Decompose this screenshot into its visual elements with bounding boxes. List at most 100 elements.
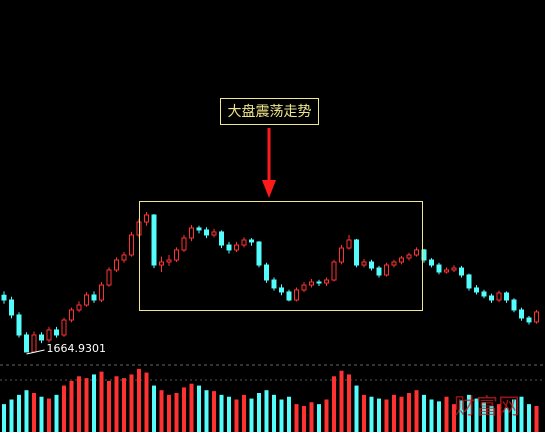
candle-body — [76, 304, 82, 311]
volume-bar — [482, 402, 486, 432]
volume-bar — [332, 376, 336, 432]
volume-bar — [212, 391, 216, 432]
candle-body — [444, 269, 449, 273]
candle-body — [24, 334, 29, 353]
candle-body — [466, 274, 472, 289]
candle-body — [129, 234, 134, 256]
volume-bar — [84, 378, 89, 432]
volume-bar — [17, 394, 21, 432]
volume-bar — [219, 394, 224, 432]
candle-body — [354, 239, 359, 266]
volume-bar — [377, 398, 381, 432]
candle-body — [331, 261, 337, 281]
candle-body — [196, 227, 202, 231]
candle-body — [391, 261, 397, 266]
volume-bar — [414, 390, 419, 432]
candle-body — [264, 264, 269, 281]
candle-body — [159, 261, 164, 266]
candle-body — [534, 311, 539, 323]
candle-body — [346, 239, 352, 249]
volume-bar — [489, 406, 494, 432]
volume-bar — [474, 398, 479, 432]
annotation-box — [220, 98, 319, 125]
volume-bar — [257, 393, 261, 432]
candle-body — [451, 267, 457, 271]
volume-bar — [32, 393, 36, 432]
candle-body — [189, 227, 194, 239]
candle-body — [361, 261, 367, 266]
candle-body — [121, 254, 127, 261]
arrow-head — [262, 180, 276, 198]
candle-body — [526, 317, 532, 323]
volume-bar — [294, 404, 299, 432]
volume-bar — [399, 396, 404, 432]
volume-bar — [459, 400, 464, 432]
candle-body — [9, 299, 14, 316]
candle-body — [61, 319, 67, 336]
candle-body — [376, 267, 382, 276]
volume-bar — [189, 383, 194, 432]
candle-body — [181, 237, 187, 251]
candle-body — [69, 309, 74, 321]
candle-body — [309, 281, 314, 286]
candle-body — [211, 231, 217, 236]
volume-bar — [302, 406, 306, 432]
candle-layer — [1, 211, 539, 353]
volume-bar — [54, 394, 59, 432]
candle-body — [429, 259, 434, 266]
volume-bar — [362, 394, 366, 432]
volume-bar — [452, 404, 456, 432]
low-pointer — [26, 349, 45, 355]
candle-body — [84, 294, 89, 306]
candle-body — [481, 291, 487, 297]
volume-bar — [354, 385, 359, 432]
volume-bar — [369, 396, 374, 432]
volume-bar — [197, 385, 201, 432]
candle-body — [151, 214, 157, 266]
volume-bar — [347, 374, 351, 432]
candle-body — [1, 294, 7, 301]
volume-bar — [242, 394, 246, 432]
candle-body — [174, 249, 179, 261]
candle-body — [406, 254, 412, 259]
candle-body — [316, 281, 322, 284]
volume-bar — [519, 396, 524, 432]
candle-body — [324, 279, 329, 284]
candle-body — [519, 309, 524, 319]
candle-body — [99, 284, 104, 301]
candle-body — [271, 279, 277, 289]
candle-body — [384, 264, 389, 276]
annotation: 大盘震荡走势 — [228, 103, 312, 120]
volume-bar — [444, 396, 449, 432]
volume-bar — [24, 390, 29, 432]
volume-bar — [174, 393, 179, 432]
volume-bar — [47, 398, 51, 432]
volume-bar — [317, 404, 321, 432]
candle-body — [511, 299, 517, 311]
volume-bar — [309, 402, 314, 432]
candle-body — [114, 259, 119, 271]
volume-bar — [392, 394, 396, 432]
volume-bar — [527, 404, 531, 432]
volume-bar — [429, 399, 434, 432]
volume-bar — [287, 396, 291, 432]
volume-bar — [129, 374, 134, 432]
range-box — [139, 201, 423, 311]
volume-bar — [92, 374, 96, 432]
volume-bar — [182, 387, 186, 432]
low-label: 1664.9301 — [47, 342, 107, 355]
volume-bar — [77, 376, 81, 432]
volume-bar — [144, 372, 149, 432]
candle-body — [436, 264, 442, 273]
candle-body — [339, 247, 344, 263]
volume-bar — [512, 399, 516, 432]
volume-layer — [2, 368, 539, 432]
candle-body — [241, 239, 247, 246]
candle-body — [459, 267, 464, 276]
candle-body — [91, 294, 97, 301]
candle-body — [279, 287, 284, 293]
volume-bar — [2, 404, 6, 432]
candle-body — [294, 289, 299, 301]
